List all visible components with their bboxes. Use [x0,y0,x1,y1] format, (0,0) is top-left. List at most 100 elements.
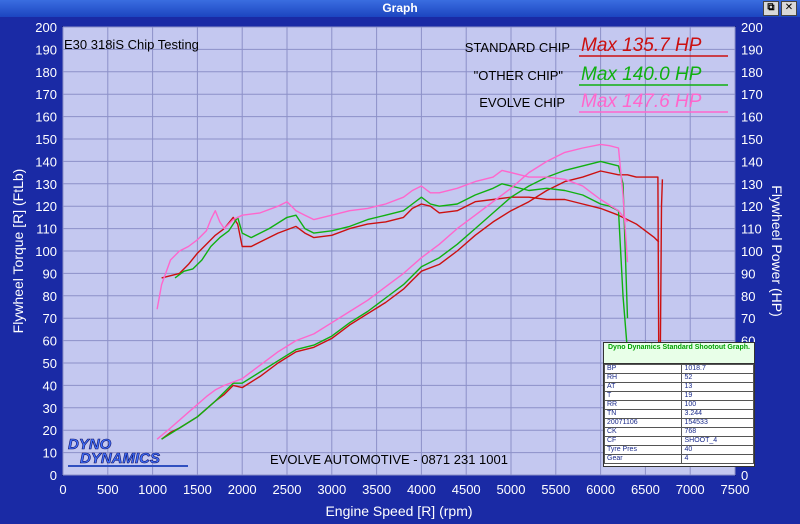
shootout-row: Tyre Pres 40 [603,445,754,455]
y-tick-label-right: 170 [741,87,763,102]
shootout-value: 768 [681,427,754,437]
shootout-value: 40 [681,445,754,455]
shootout-row: CF SHOOT_4 [603,436,754,446]
logo-line2: DYNAMICS [80,450,160,467]
y-tick-label-right: 120 [741,199,763,214]
restore-icon: ⧉ [767,2,775,13]
shootout-row: 20071106 154533 [603,418,754,428]
shootout-key: BP [603,364,683,374]
y-tick-label-right: 80 [741,289,755,304]
shootout-value: SHOOT_4 [681,436,754,446]
shootout-row: AT 13 [603,382,754,392]
y-tick-label-left: 40 [43,378,57,393]
shootout-key: T [603,391,683,401]
x-tick-label: 0 [59,482,66,497]
shootout-key: RR [603,400,683,410]
y-tick-label-left: 100 [35,244,57,259]
legend-evolve-max: Max 147.6 HP [581,91,702,112]
shootout-row: RH 52 [603,373,754,383]
y-tick-label-left: 110 [36,222,57,237]
series-evolve-chip-torque [156,169,629,310]
y-tick-label-left: 140 [35,154,57,169]
y-tick-label-right: 100 [741,244,763,259]
shootout-value: 4 [681,454,754,464]
y-tick-label-left: 170 [35,87,57,102]
shootout-key: TN [603,409,683,419]
x-tick-label: 3500 [362,482,391,497]
shootout-value: 52 [681,373,754,383]
shootout-key: Gear [603,454,683,464]
shootout-row: CK 768 [603,427,754,437]
footer-text: EVOLVE AUTOMOTIVE - 0871 231 1001 [270,452,508,467]
shootout-value: 1018.7 [681,364,754,374]
y-tick-label-right: 190 [741,42,763,57]
series-other-chip-power [161,160,629,440]
x-tick-label: 2500 [273,482,302,497]
title-bar[interactable]: Graph ⧉ ✕ [0,0,800,17]
y-tick-label-left: 30 [43,401,57,416]
shootout-key: CF [603,436,683,446]
shootout-key: RH [603,373,683,383]
y-tick-label-left: 70 [43,311,57,326]
y-tick-label-left: 80 [43,289,57,304]
shootout-key: AT [603,382,683,392]
series-standard-chip-power [161,170,664,440]
x-tick-label: 5500 [541,482,570,497]
shootout-table: Dyno Dynamics Standard Shootout Graph. B… [603,342,755,467]
x-tick-label: 7000 [676,482,705,497]
legend-other-name: "OTHER CHIP" [474,68,564,83]
y-tick-label-left: 180 [35,65,57,80]
x-axis-label: Engine Speed [R] (rpm) [325,503,472,519]
y-tick-label-left: 160 [35,110,57,125]
x-tick-label: 1000 [138,482,167,497]
x-tick-label: 4500 [452,482,481,497]
y-tick-label-left: 190 [35,42,57,57]
y-tick-label-left: 0 [50,468,57,483]
shootout-row: Gear 4 [603,454,754,464]
y-tick-label-right: 180 [741,65,763,80]
x-tick-label: 7500 [721,482,750,497]
shootout-row: T 19 [603,391,754,401]
shootout-row: RR 100 [603,400,754,410]
restore-button[interactable]: ⧉ [763,1,779,16]
logo-line1: DYNO [68,436,112,453]
y-tick-label-right: 0 [741,468,748,483]
shootout-value: 3.244 [681,409,754,419]
y-tick-label-left: 20 [43,423,57,438]
shootout-key: 20071106 [603,418,683,428]
x-tick-label: 1500 [183,482,212,497]
y-tick-label-right: 160 [741,110,763,125]
y-axis-label-left: Flywheel Torque [R] (FtLb) [10,169,26,334]
x-tick-label: 5000 [497,482,526,497]
y-axis-label-right: Flywheel Power (HP) [769,185,785,316]
legend-standard-max: Max 135.7 HP [581,35,702,56]
y-tick-label-left: 60 [43,334,57,349]
close-button[interactable]: ✕ [781,1,797,16]
shootout-rows: BP 1018.7 RH 52 AT 13 T 19 RR 100 TN 3.244 20071106 1… [603,364,754,464]
x-tick-label: 4000 [407,482,436,497]
y-tick-label-right: 130 [741,177,763,192]
y-tick-label-right: 110 [741,222,762,237]
x-tick-label: 6000 [586,482,615,497]
series-other-chip-torque [174,183,629,352]
y-tick-label-left: 130 [35,177,57,192]
legend-evolve-name: EVOLVE CHIP [479,95,565,110]
shootout-title: Dyno Dynamics Standard Shootout Graph. [604,343,754,364]
close-icon: ✕ [784,2,794,13]
shootout-key: CK [603,427,683,437]
y-tick-label-right: 90 [741,266,755,281]
shootout-value: 19 [681,391,754,401]
dyno-dynamics-logo: DYNO DYNAMICS [68,436,188,467]
x-tick-label: 2000 [228,482,257,497]
legend-standard-name: STANDARD CHIP [465,40,570,55]
shootout-row: TN 3.244 [603,409,754,419]
legend-other-max: Max 140.0 HP [581,64,702,85]
y-tick-label-left: 200 [35,20,57,35]
shootout-key: Tyre Pres [603,445,683,455]
y-tick-label-right: 150 [741,132,763,147]
shootout-row: BP 1018.7 [603,364,754,374]
window-title: Graph [382,1,418,15]
y-tick-label-right: 140 [741,154,763,169]
x-tick-label: 500 [97,482,119,497]
